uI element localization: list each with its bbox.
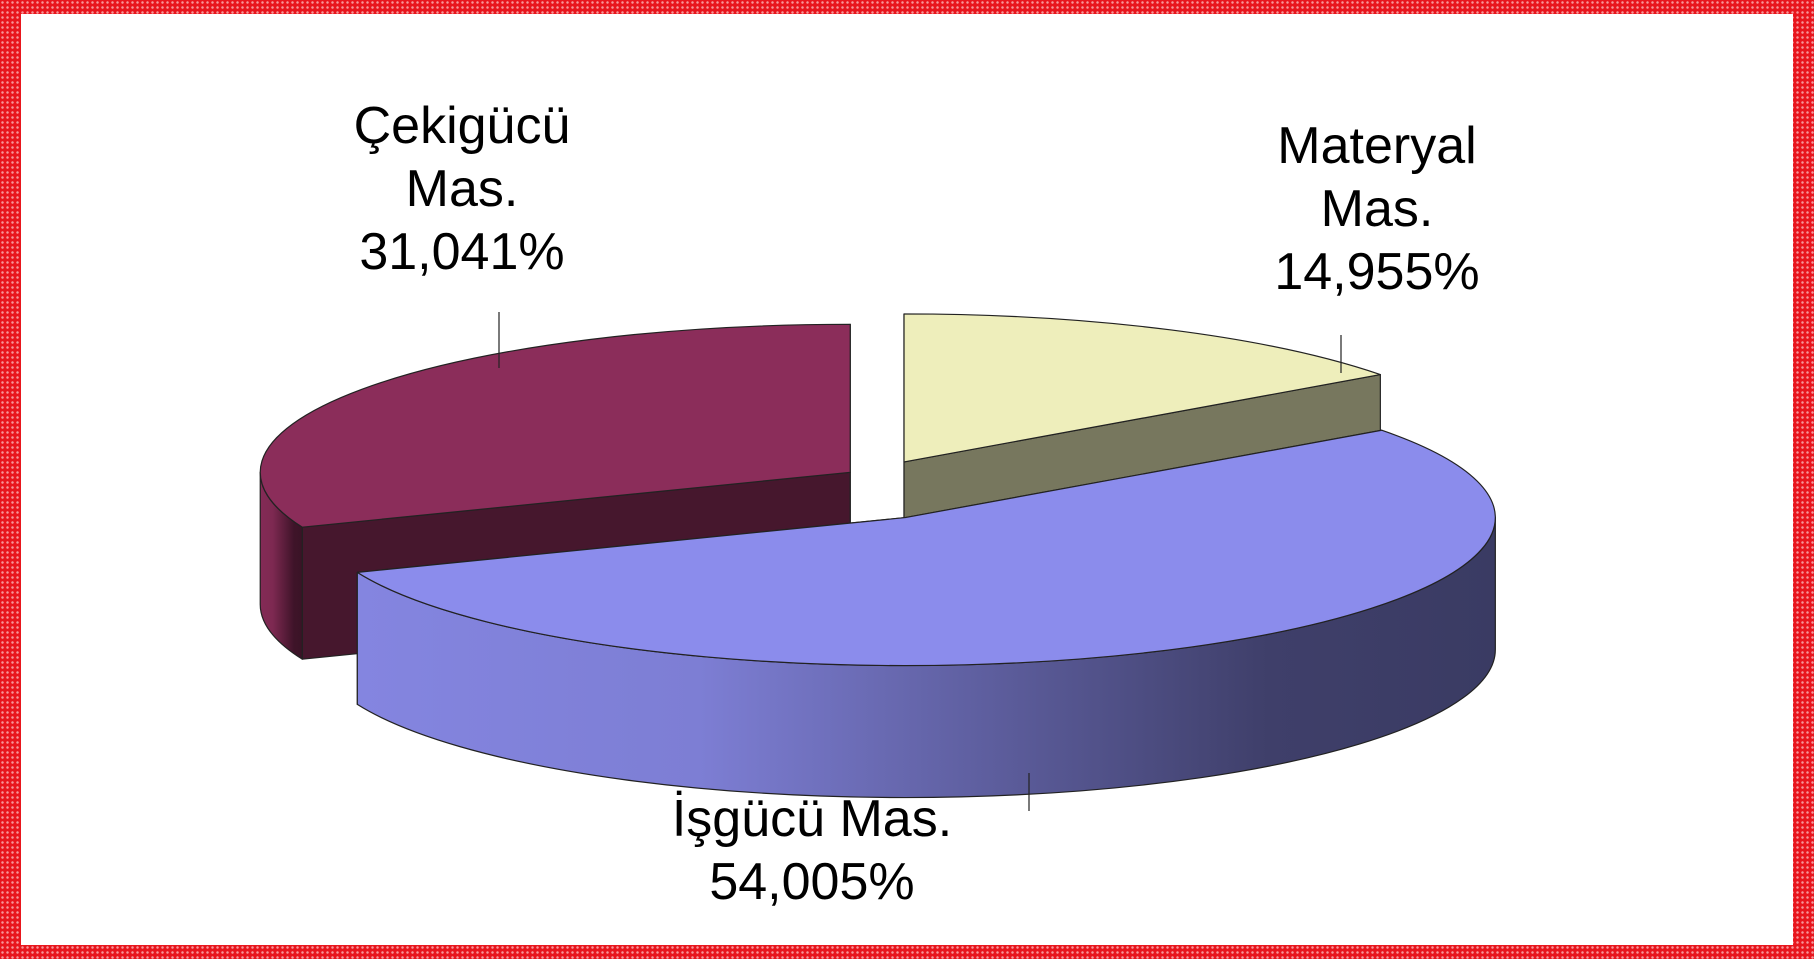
category-label: Materyal Mas.: [1277, 117, 1477, 238]
slice: [259, 323, 851, 528]
category-label: Çekigücü Mas.: [353, 97, 571, 218]
slice-label: Çekigücü Mas. 31,041%: [312, 95, 612, 284]
value-label: 14,955%: [1274, 243, 1480, 301]
category-label: İşgücü Mas.: [671, 790, 953, 848]
slice-label: Materyal Mas. 14,955%: [1227, 115, 1527, 304]
slice: [356, 429, 1496, 667]
chart: [259, 312, 1496, 811]
value-label: 31,041%: [359, 223, 565, 281]
value-label: 54,005%: [709, 853, 915, 911]
slice-label: İşgücü Mas. 54,005%: [602, 788, 1022, 914]
slice: [903, 313, 1381, 463]
chart-area: Çekigücü Mas. 31,041% Materyal Mas. 14,955%…: [21, 14, 1793, 945]
